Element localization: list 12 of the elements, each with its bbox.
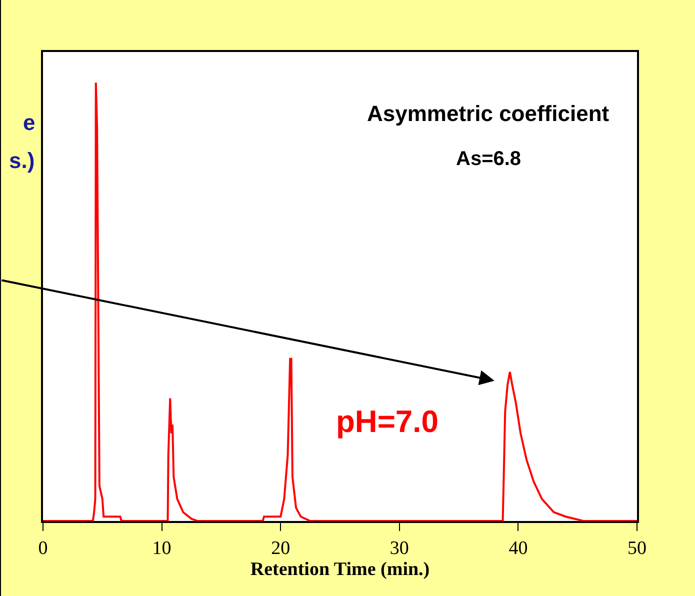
x-axis-title: Retention Time (min.)	[250, 559, 430, 580]
x-tick-label: 10	[152, 538, 172, 559]
text: s.)	[9, 148, 35, 173]
x-tick-label: 20	[271, 538, 290, 559]
annotation: As=6.8	[456, 148, 522, 170]
x-tick-label: 40	[508, 538, 528, 559]
x-tick-label: 0	[38, 538, 48, 559]
annotation: pH=7.0	[336, 404, 439, 439]
annotation: Asymmetric coefficient	[367, 101, 610, 126]
text: e	[23, 110, 36, 135]
x-tick-label: 30	[390, 538, 409, 559]
x-tick-label: 50	[628, 538, 646, 559]
